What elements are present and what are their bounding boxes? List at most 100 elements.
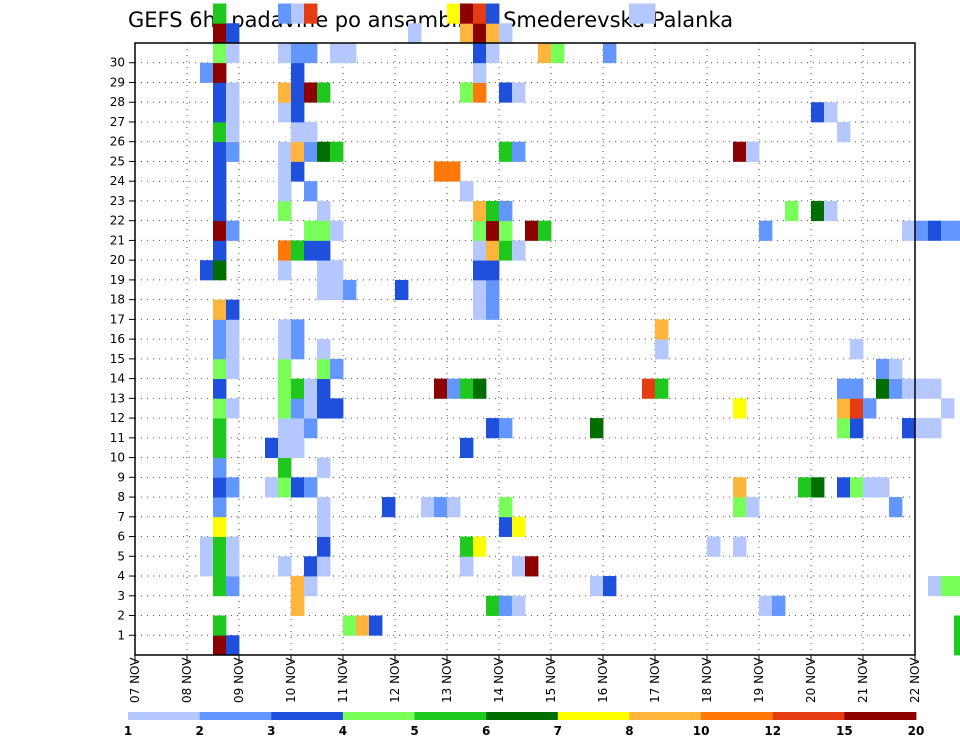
heatmap-cell <box>291 102 305 123</box>
heatmap-cell <box>941 576 955 597</box>
heatmap-cell <box>317 339 331 360</box>
heatmap-cell <box>759 220 773 241</box>
heatmap-cell <box>278 378 292 399</box>
heatmap-cell <box>486 240 500 261</box>
colorbar-label: 4 <box>339 724 347 738</box>
heatmap-cell <box>499 418 513 439</box>
heatmap-cell <box>876 358 890 380</box>
heatmap-cell <box>486 595 500 616</box>
heatmap-cell <box>317 82 331 103</box>
heatmap-cell <box>304 556 318 577</box>
heatmap-cell <box>837 398 851 419</box>
heatmap-cell <box>291 339 305 360</box>
heatmap-cell <box>213 121 227 143</box>
heatmap-cell <box>772 595 786 616</box>
heatmap-cell <box>226 319 240 340</box>
heatmap-cell <box>525 556 539 577</box>
heatmap-cell <box>941 398 955 419</box>
heatmap-cell <box>954 615 960 636</box>
heatmap-cell <box>356 615 370 636</box>
y-tick-label: 16 <box>110 332 125 346</box>
heatmap-cell <box>291 121 305 143</box>
heatmap-cells <box>200 3 960 656</box>
heatmap-cell <box>226 398 240 419</box>
y-tick-label: 27 <box>110 115 125 129</box>
heatmap-cell <box>460 181 474 202</box>
heatmap-cell <box>226 339 240 360</box>
heatmap-cell <box>291 437 305 458</box>
heatmap-cell <box>291 3 305 24</box>
heatmap-cell <box>278 437 292 458</box>
colorbar-segment <box>128 712 201 720</box>
heatmap-cell <box>304 121 318 143</box>
heatmap-cell <box>460 437 474 458</box>
heatmap-cell <box>291 62 305 83</box>
y-tick-label: 25 <box>110 154 125 168</box>
heatmap-cell <box>421 497 435 518</box>
plot-frame <box>134 42 916 656</box>
y-tick-label: 3 <box>117 589 125 603</box>
heatmap-cell <box>278 82 292 103</box>
heatmap-cell <box>915 418 929 439</box>
colorbar-segment <box>629 712 702 720</box>
y-tick-label: 14 <box>110 372 125 386</box>
heatmap-cell <box>213 181 227 202</box>
heatmap-cell <box>655 378 669 399</box>
heatmap-cell <box>226 220 240 241</box>
heatmap-cell <box>473 279 487 301</box>
heatmap-cell <box>499 220 513 241</box>
colorbar-label: 20 <box>908 724 925 738</box>
heatmap-cell <box>278 358 292 380</box>
heatmap-cell <box>603 576 617 597</box>
colorbar-label: 3 <box>267 724 275 738</box>
heatmap-cell <box>304 43 318 64</box>
heatmap-cell <box>213 319 227 340</box>
x-tick-label: 17 NOV <box>648 657 662 703</box>
colorbar-label: 8 <box>625 724 633 738</box>
heatmap-cell <box>291 319 305 340</box>
y-tick-label: 5 <box>117 549 125 563</box>
colorbar-label: 5 <box>410 724 418 738</box>
heatmap-cell <box>473 536 487 557</box>
heatmap-cell <box>811 102 825 123</box>
heatmap-cell <box>408 23 422 44</box>
heatmap-cell <box>954 220 960 241</box>
y-tick-label: 23 <box>110 194 125 208</box>
y-tick-label: 9 <box>117 470 125 484</box>
heatmap-cell <box>837 418 851 439</box>
heatmap-cell <box>954 576 960 597</box>
heatmap-cell <box>733 398 747 419</box>
heatmap-cell <box>486 200 500 222</box>
heatmap-cell <box>733 497 747 518</box>
heatmap-cell <box>226 43 240 64</box>
x-tick-label: 16 NOV <box>596 657 610 703</box>
heatmap-cell <box>499 497 513 518</box>
heatmap-cell <box>278 418 292 439</box>
heatmap-cell <box>538 220 552 241</box>
heatmap-cell <box>226 141 240 162</box>
heatmap-cell <box>213 299 227 320</box>
heatmap-cell <box>434 378 448 399</box>
heatmap-cell <box>304 240 318 261</box>
heatmap-cell <box>200 260 214 281</box>
colorbar-label: 7 <box>554 724 562 738</box>
y-tick-label: 10 <box>110 451 125 465</box>
heatmap-cell <box>317 358 331 380</box>
heatmap-cell <box>460 23 474 44</box>
y-tick-label: 1 <box>117 628 125 642</box>
heatmap-cell <box>486 220 500 241</box>
heatmap-cell <box>629 3 643 24</box>
heatmap-cell <box>889 378 903 399</box>
heatmap-cell <box>317 240 331 261</box>
heatmap-cell <box>226 102 240 123</box>
heatmap-cell <box>551 43 565 64</box>
heatmap-cell <box>317 200 331 222</box>
heatmap-cell <box>837 121 851 143</box>
heatmap-cell <box>642 378 656 399</box>
heatmap-cell <box>213 260 227 281</box>
heatmap-cell <box>447 161 461 182</box>
heatmap-cell <box>278 161 292 182</box>
heatmap-cell <box>486 23 500 44</box>
heatmap-cell <box>278 477 292 498</box>
heatmap-cell <box>291 418 305 439</box>
